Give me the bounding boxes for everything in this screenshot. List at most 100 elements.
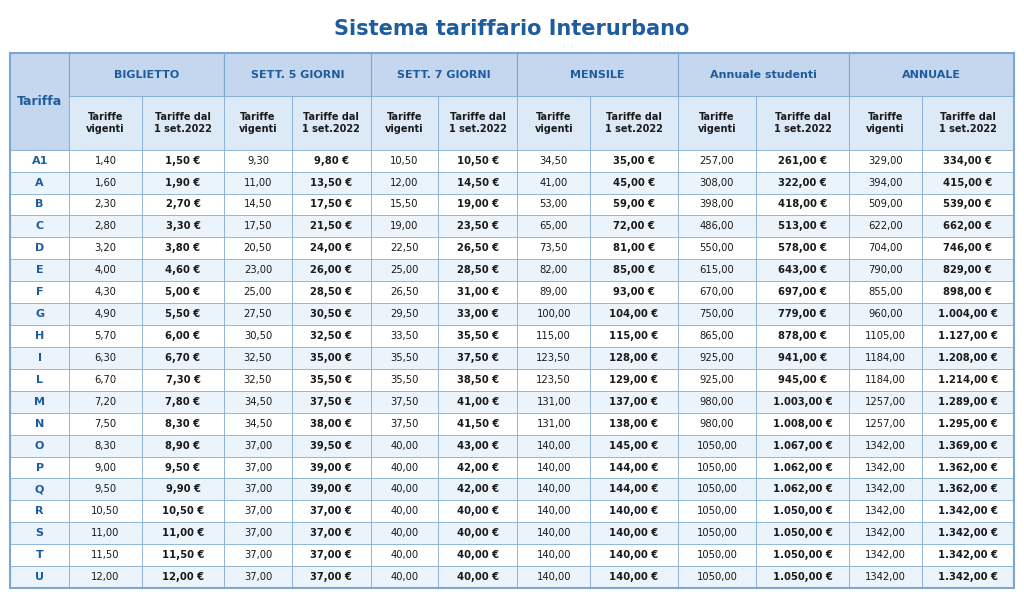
Text: 38,50 €: 38,50 € (457, 375, 499, 385)
Bar (756, 369, 849, 391)
Text: 37,00 €: 37,00 € (310, 506, 352, 516)
Text: 40,00 €: 40,00 € (457, 572, 499, 582)
Text: Tariffe dal
1 set.2022: Tariffe dal 1 set.2022 (302, 112, 360, 134)
Text: 144,00 €: 144,00 € (609, 463, 658, 472)
Text: 6,00 €: 6,00 € (166, 331, 201, 341)
Text: 1342,00: 1342,00 (865, 550, 906, 560)
Bar (517, 435, 590, 457)
Text: 26,50: 26,50 (390, 287, 419, 297)
Bar (590, 413, 678, 435)
Text: 140,00: 140,00 (537, 463, 571, 472)
Text: 334,00 €: 334,00 € (943, 156, 992, 166)
Text: 140,00: 140,00 (537, 506, 571, 516)
Bar (678, 522, 756, 544)
Bar (756, 413, 849, 435)
Text: 45,00 €: 45,00 € (612, 178, 655, 188)
Bar (438, 566, 517, 588)
Bar (224, 281, 292, 303)
Bar (224, 150, 292, 172)
Text: 39,00 €: 39,00 € (310, 463, 352, 472)
Bar (10, 478, 69, 500)
Text: 34,50: 34,50 (244, 397, 272, 407)
Text: 140,00: 140,00 (537, 550, 571, 560)
Bar (371, 281, 438, 303)
Text: 29,50: 29,50 (390, 309, 419, 319)
Text: 140,00 €: 140,00 € (609, 528, 658, 538)
Bar (292, 259, 371, 281)
Bar (292, 172, 371, 194)
Bar (371, 369, 438, 391)
Text: 32,50: 32,50 (244, 375, 272, 385)
Bar (849, 566, 922, 588)
Text: 81,00 €: 81,00 € (612, 244, 655, 253)
Bar (756, 150, 849, 172)
Text: 829,00 €: 829,00 € (943, 266, 992, 275)
Bar (224, 303, 292, 325)
Bar (142, 96, 224, 150)
Bar (590, 150, 678, 172)
Text: 670,00: 670,00 (699, 287, 734, 297)
Bar (69, 259, 142, 281)
Bar (517, 500, 590, 522)
Bar (10, 53, 1014, 588)
Text: T: T (36, 550, 44, 560)
Bar (517, 347, 590, 369)
Text: 137,00 €: 137,00 € (609, 397, 658, 407)
Bar (922, 457, 1014, 479)
Bar (590, 172, 678, 194)
Bar (438, 172, 517, 194)
Text: 35,50: 35,50 (390, 375, 419, 385)
Text: 131,00: 131,00 (537, 397, 571, 407)
Bar (849, 281, 922, 303)
Text: 1.342,00 €: 1.342,00 € (938, 528, 997, 538)
Bar (292, 96, 371, 150)
Text: 25,00: 25,00 (244, 287, 272, 297)
Bar (849, 457, 922, 479)
Text: 37,50: 37,50 (390, 397, 419, 407)
Bar (590, 500, 678, 522)
Text: 261,00 €: 261,00 € (778, 156, 827, 166)
Bar (438, 325, 517, 347)
Text: 37,00: 37,00 (244, 485, 272, 494)
Bar (224, 238, 292, 259)
Bar (224, 522, 292, 544)
Text: Tariffe
vigenti: Tariffe vigenti (535, 112, 573, 134)
Bar (69, 150, 142, 172)
Text: 1.004,00 €: 1.004,00 € (938, 309, 997, 319)
Text: 35,50: 35,50 (390, 353, 419, 363)
Bar (756, 544, 849, 566)
Bar (371, 566, 438, 588)
Bar (517, 194, 590, 216)
Text: Tariffe dal
1 set.2022: Tariffe dal 1 set.2022 (939, 112, 996, 134)
Bar (224, 413, 292, 435)
Text: 22,50: 22,50 (390, 244, 419, 253)
Bar (10, 303, 69, 325)
Bar (10, 216, 69, 238)
Text: 1342,00: 1342,00 (865, 528, 906, 538)
Bar (142, 347, 224, 369)
Bar (756, 238, 849, 259)
Text: 37,50 €: 37,50 € (457, 353, 499, 363)
Text: 1.342,00 €: 1.342,00 € (938, 550, 997, 560)
Text: 1.214,00 €: 1.214,00 € (938, 375, 997, 385)
Bar (678, 96, 756, 150)
Bar (438, 391, 517, 413)
Text: 30,50: 30,50 (244, 331, 272, 341)
Text: 42,00 €: 42,00 € (457, 463, 499, 472)
Bar (590, 238, 678, 259)
Bar (292, 216, 371, 238)
Bar (590, 96, 678, 150)
Text: 19,00: 19,00 (390, 222, 419, 232)
Text: 19,00 €: 19,00 € (457, 200, 499, 210)
Text: 37,00: 37,00 (244, 572, 272, 582)
Text: 39,50 €: 39,50 € (310, 441, 352, 451)
Bar (756, 259, 849, 281)
Bar (224, 500, 292, 522)
Bar (517, 53, 678, 96)
Bar (142, 435, 224, 457)
Text: 40,00: 40,00 (390, 572, 419, 582)
Text: 3,20: 3,20 (94, 244, 117, 253)
Bar (224, 216, 292, 238)
Text: O: O (35, 441, 44, 451)
Text: 145,00 €: 145,00 € (609, 441, 658, 451)
